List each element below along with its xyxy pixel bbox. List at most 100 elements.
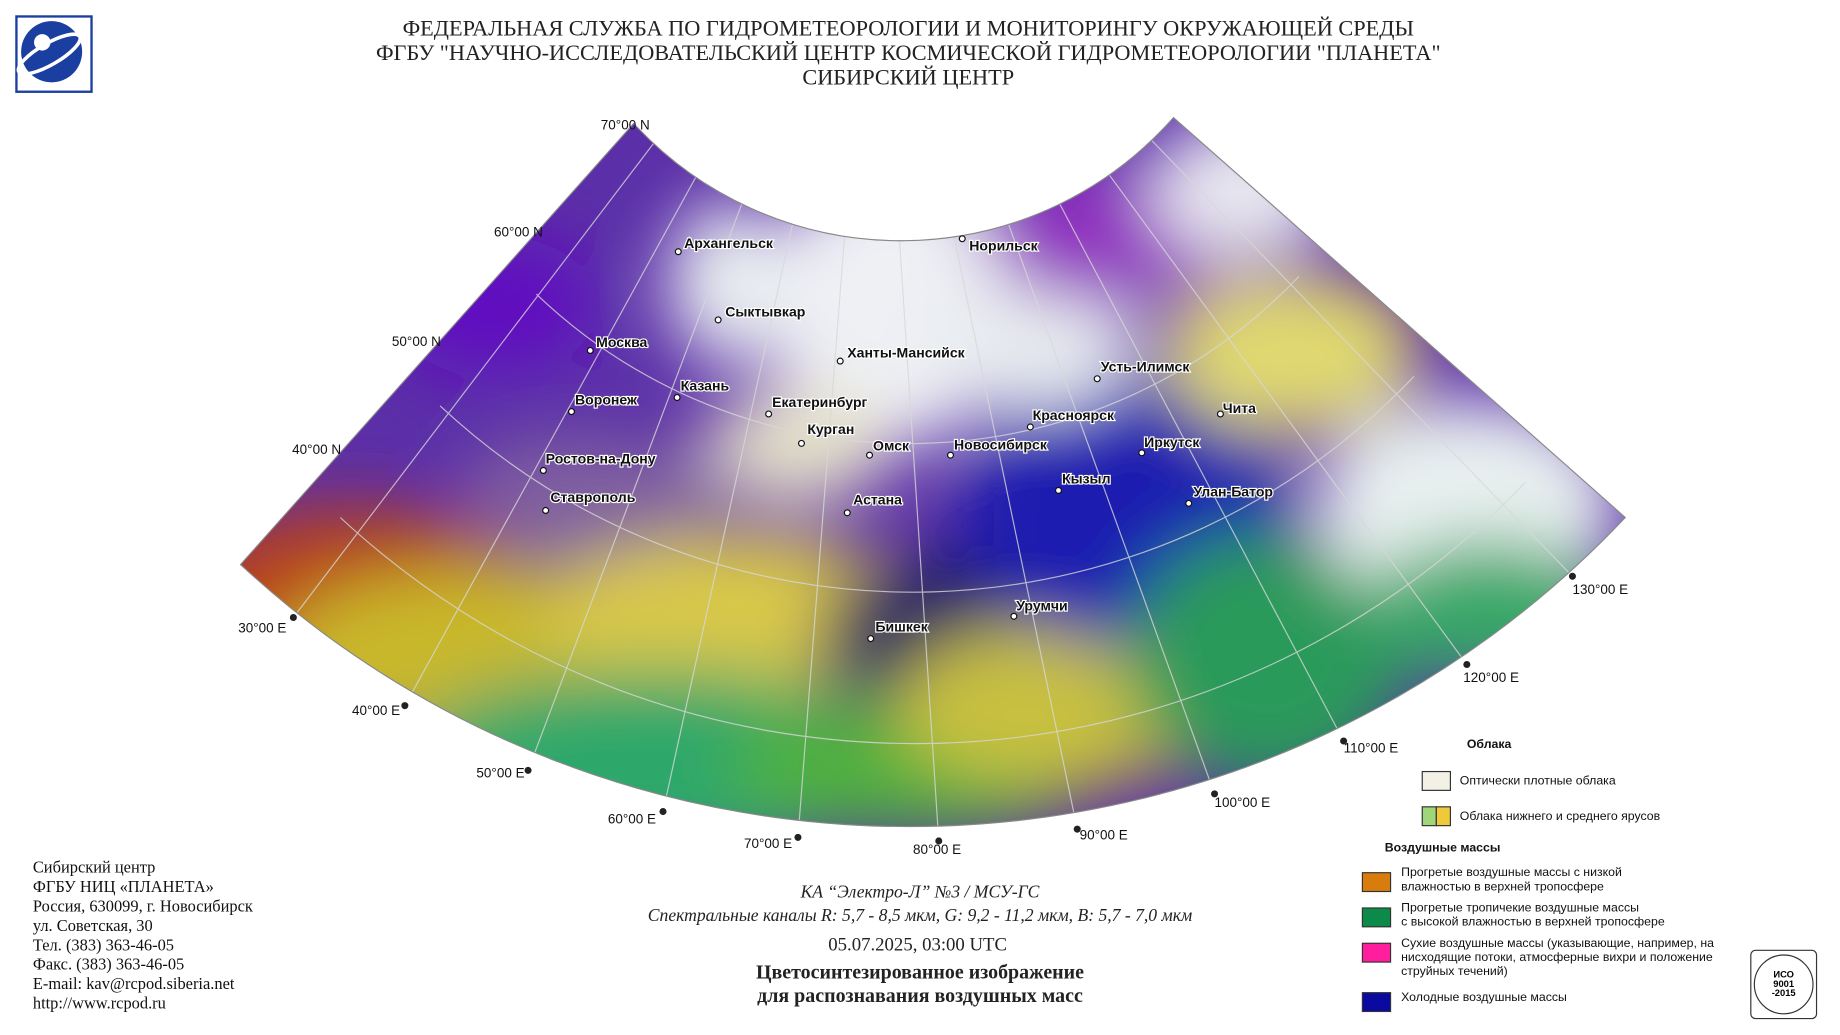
- grid-node: [794, 833, 802, 841]
- cert-text: ИСО: [1773, 968, 1794, 979]
- legend-swatch: [1361, 992, 1392, 1013]
- grid-node: [289, 613, 297, 621]
- contact-line: http://www.rcpod.ru: [33, 994, 166, 1013]
- city-marker: [1093, 375, 1101, 383]
- contact-line: E-mail: kav@rcpod.siberia.net: [33, 974, 235, 993]
- longitude-label: 60°00 E: [608, 811, 656, 826]
- city-label: Ставрополь: [550, 489, 635, 505]
- legend-label: Прогретые тропичекие воздушные массы: [1401, 900, 1639, 914]
- city-marker: [866, 451, 874, 459]
- grid-node: [1211, 790, 1219, 798]
- legend-label: Прогретые воздушные массы с низкой: [1401, 865, 1622, 879]
- grid-node: [401, 702, 409, 710]
- graticule: [292, 117, 1573, 827]
- legend-swatch: [1361, 907, 1392, 928]
- grid-node: [935, 837, 943, 845]
- map-labels: 70°00 N 60°00 N 50°00 N 40°00 N 30°00 E 40°00…: [238, 117, 1628, 857]
- city-label: Кызыл: [1062, 470, 1111, 486]
- caption-title: для распознавания воздушных масс: [757, 985, 1083, 1007]
- city-marker: [1010, 612, 1018, 620]
- legend-label: влажностью в верхней тропосфере: [1401, 879, 1604, 893]
- city-label: Улан-Батор: [1193, 483, 1273, 499]
- grid-node: [524, 766, 532, 774]
- city-label: Ханты-Мансийск: [847, 345, 965, 361]
- legend-label: с высокой влажностью в верхней тропосфер…: [1401, 915, 1665, 929]
- longitude-label: 40°00 E: [352, 703, 400, 718]
- city-label: Иркутск: [1144, 434, 1200, 450]
- contact-line: Факс. (383) 363-46-05: [33, 955, 184, 974]
- cert-text: 9001: [1773, 978, 1794, 989]
- longitude-label: 120°00 E: [1463, 670, 1519, 685]
- legend-label: Холодные воздушные массы: [1401, 990, 1567, 1004]
- city-marker: [1026, 423, 1034, 431]
- city-marker: [567, 408, 575, 416]
- city-label: Екатеринбург: [772, 394, 867, 410]
- city-marker: [958, 235, 966, 243]
- header: ФЕДЕРАЛЬНАЯ СЛУЖБА ПО ГИДРОМЕТЕОРОЛОГИИ …: [376, 15, 1441, 89]
- header-line: СИБИРСКИЙ ЦЕНТР: [802, 65, 1014, 90]
- legend-swatch: [1421, 806, 1437, 827]
- caption-datetime: 05.07.2025, 03:00 UTC: [828, 934, 1007, 955]
- city-marker: [673, 394, 681, 402]
- header-line: ФЕДЕРАЛЬНАЯ СЛУЖБА ПО ГИДРОМЕТЕОРОЛОГИИ …: [403, 15, 1414, 40]
- city-label: Казань: [681, 377, 730, 393]
- city-label: Урумчи: [1016, 597, 1067, 613]
- caption: КА “Электро-Л” №3 / МСУ-ГС Спектральные к…: [648, 881, 1192, 1007]
- caption-satellite: КА “Электро-Л” №3 / МСУ-ГС: [800, 881, 1040, 901]
- city-marker: [1216, 410, 1224, 418]
- longitude-label: 30°00 E: [238, 621, 286, 636]
- header-line: ФГБУ "НАУЧНО-ИССЛЕДОВАТЕЛЬСКИЙ ЦЕНТР КОС…: [376, 40, 1441, 65]
- city-marker: [1185, 499, 1193, 507]
- city-marker: [539, 466, 547, 474]
- city-label: Норильск: [969, 238, 1038, 254]
- legend-title: Воздушные массы: [1385, 841, 1501, 855]
- city-label: Усть-Илимск: [1101, 359, 1191, 375]
- longitude-label: 110°00 E: [1344, 741, 1399, 756]
- city-marker: [836, 357, 844, 365]
- contact-line: Сибирский центр: [33, 858, 155, 877]
- city-marker: [542, 506, 550, 514]
- city-marker: [867, 635, 875, 643]
- satellite-image: [240, 117, 1626, 827]
- city-marker: [1138, 449, 1146, 457]
- city-marker: [586, 346, 594, 355]
- latitude-label: 70°00 N: [601, 117, 650, 132]
- caption-title: Цветосинтезированное изображение: [756, 962, 1084, 984]
- city-label: Красноярск: [1033, 407, 1115, 423]
- contact-line: ул. Советская, 30: [33, 916, 153, 935]
- city-marker: [1054, 486, 1062, 494]
- contact-line: Россия, 630099, г. Новосибирск: [33, 896, 253, 915]
- longitude-label: 70°00 E: [744, 836, 792, 851]
- legend: Облака Оптически плотные облака Облака ниж…: [1361, 737, 1714, 1013]
- city-marker: [674, 248, 682, 256]
- city-marker: [843, 509, 851, 517]
- contact-line: ФГБУ НИЦ «ПЛАНЕТА»: [33, 877, 214, 896]
- cert-text: -2015: [1772, 987, 1796, 998]
- contact-line: Тел. (383) 363-46-05: [33, 935, 174, 954]
- city-label: Ростов-на-Дону: [546, 450, 656, 466]
- legend-swatch: [1361, 942, 1392, 963]
- city-marker: [797, 439, 805, 447]
- city-marker: [946, 451, 955, 459]
- city-label: Воронеж: [575, 392, 638, 408]
- legend-label: нисходящие потоки, атмосферные вихри и п…: [1401, 950, 1713, 964]
- longitude-label: 130°00 E: [1572, 582, 1628, 597]
- city-label: Астана: [853, 492, 902, 508]
- latitude-label: 60°00 N: [494, 224, 543, 239]
- legend-label: Облака нижнего и среднего ярусов: [1460, 809, 1661, 823]
- caption-channels: Спектральные каналы R: 5,7 - 8,5 мкм, G:…: [648, 905, 1192, 925]
- city-marker: [765, 410, 773, 418]
- city-label: Бишкек: [875, 619, 928, 635]
- legend-title: Облака: [1467, 737, 1512, 751]
- legend-label: струйных течений): [1401, 964, 1508, 978]
- longitude-label: 90°00 E: [1080, 828, 1128, 843]
- city-label: Омск: [873, 437, 910, 453]
- legend-swatch: [1361, 872, 1392, 893]
- city-label: Сыктывкар: [725, 303, 806, 319]
- legend-swatch: [1435, 806, 1451, 827]
- city-label: Новосибирск: [954, 436, 1048, 452]
- grid-node: [1340, 737, 1348, 745]
- logo: [15, 15, 93, 93]
